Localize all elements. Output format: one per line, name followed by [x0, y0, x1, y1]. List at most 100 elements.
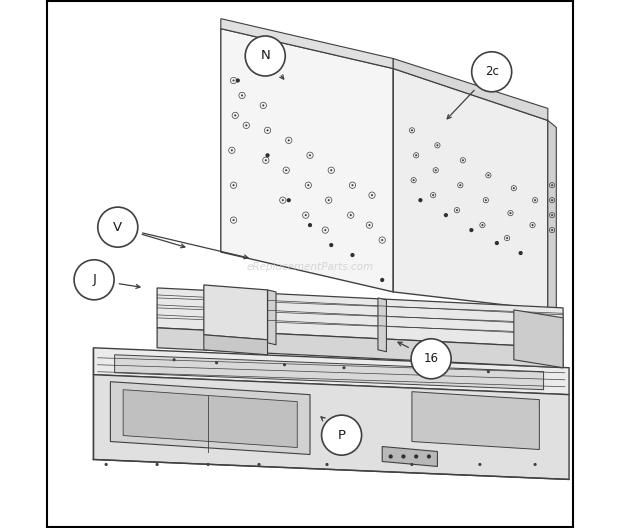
Polygon shape [110, 382, 310, 455]
Circle shape [487, 174, 489, 176]
Circle shape [459, 184, 461, 186]
Circle shape [308, 184, 309, 186]
Circle shape [415, 154, 417, 156]
Circle shape [322, 415, 361, 455]
Polygon shape [378, 298, 386, 352]
Polygon shape [514, 310, 563, 367]
Circle shape [215, 361, 218, 364]
Text: V: V [113, 221, 122, 233]
Circle shape [427, 368, 430, 371]
Circle shape [518, 251, 523, 255]
Polygon shape [94, 375, 569, 479]
Polygon shape [412, 392, 539, 449]
Circle shape [506, 237, 508, 239]
Circle shape [472, 52, 511, 92]
Circle shape [401, 455, 405, 459]
Polygon shape [204, 285, 268, 340]
Polygon shape [382, 447, 437, 466]
Text: P: P [338, 429, 345, 441]
Circle shape [267, 129, 268, 131]
Circle shape [551, 229, 553, 231]
Circle shape [435, 169, 436, 171]
Circle shape [371, 194, 373, 196]
Circle shape [411, 339, 451, 379]
Circle shape [389, 455, 393, 459]
Circle shape [444, 213, 448, 217]
Polygon shape [123, 390, 297, 448]
Polygon shape [115, 355, 544, 390]
Circle shape [324, 229, 326, 231]
Circle shape [531, 224, 534, 226]
Circle shape [380, 278, 384, 282]
Circle shape [172, 358, 175, 361]
Circle shape [232, 184, 234, 186]
Circle shape [329, 243, 334, 247]
Circle shape [510, 212, 512, 214]
Circle shape [98, 207, 138, 247]
Circle shape [534, 199, 536, 201]
Polygon shape [268, 290, 276, 345]
Circle shape [414, 455, 418, 459]
Circle shape [285, 169, 287, 171]
Circle shape [432, 194, 434, 196]
Circle shape [487, 370, 490, 373]
Circle shape [462, 159, 464, 162]
Circle shape [74, 260, 114, 300]
Circle shape [368, 224, 371, 226]
Circle shape [427, 455, 431, 459]
Circle shape [288, 139, 290, 142]
Circle shape [326, 463, 329, 466]
Circle shape [281, 199, 284, 201]
Circle shape [206, 463, 210, 466]
Circle shape [381, 239, 383, 241]
Text: J: J [92, 274, 96, 286]
Circle shape [436, 144, 438, 146]
Circle shape [342, 366, 345, 369]
Circle shape [469, 228, 474, 232]
Circle shape [232, 219, 234, 221]
Polygon shape [221, 18, 393, 69]
Polygon shape [548, 120, 556, 320]
Circle shape [481, 224, 484, 226]
Polygon shape [393, 59, 548, 120]
Polygon shape [393, 69, 548, 310]
Circle shape [105, 463, 108, 466]
Circle shape [308, 223, 312, 227]
Polygon shape [94, 348, 569, 394]
Circle shape [283, 363, 286, 366]
Polygon shape [221, 29, 393, 292]
Circle shape [495, 241, 499, 245]
Circle shape [478, 463, 482, 466]
Circle shape [246, 124, 247, 126]
Circle shape [309, 154, 311, 156]
Circle shape [257, 463, 260, 466]
Circle shape [232, 79, 234, 81]
Circle shape [241, 95, 243, 97]
Circle shape [262, 105, 264, 107]
Text: eReplacementParts.com: eReplacementParts.com [246, 262, 374, 271]
Circle shape [327, 199, 330, 201]
Polygon shape [157, 328, 563, 367]
Circle shape [410, 463, 414, 466]
Circle shape [231, 149, 233, 152]
Circle shape [350, 253, 355, 257]
Circle shape [304, 214, 307, 216]
Circle shape [265, 159, 267, 162]
Circle shape [533, 463, 537, 466]
Circle shape [418, 198, 422, 202]
Circle shape [551, 199, 553, 201]
Circle shape [485, 199, 487, 201]
Polygon shape [204, 335, 268, 355]
Circle shape [352, 184, 353, 186]
Circle shape [551, 214, 553, 216]
Circle shape [286, 198, 291, 202]
Circle shape [330, 169, 332, 171]
Circle shape [412, 179, 415, 181]
Polygon shape [157, 288, 563, 348]
Circle shape [411, 129, 413, 131]
Circle shape [234, 115, 236, 117]
Circle shape [456, 209, 458, 211]
Circle shape [265, 153, 270, 157]
Circle shape [350, 214, 352, 216]
Circle shape [156, 463, 159, 466]
